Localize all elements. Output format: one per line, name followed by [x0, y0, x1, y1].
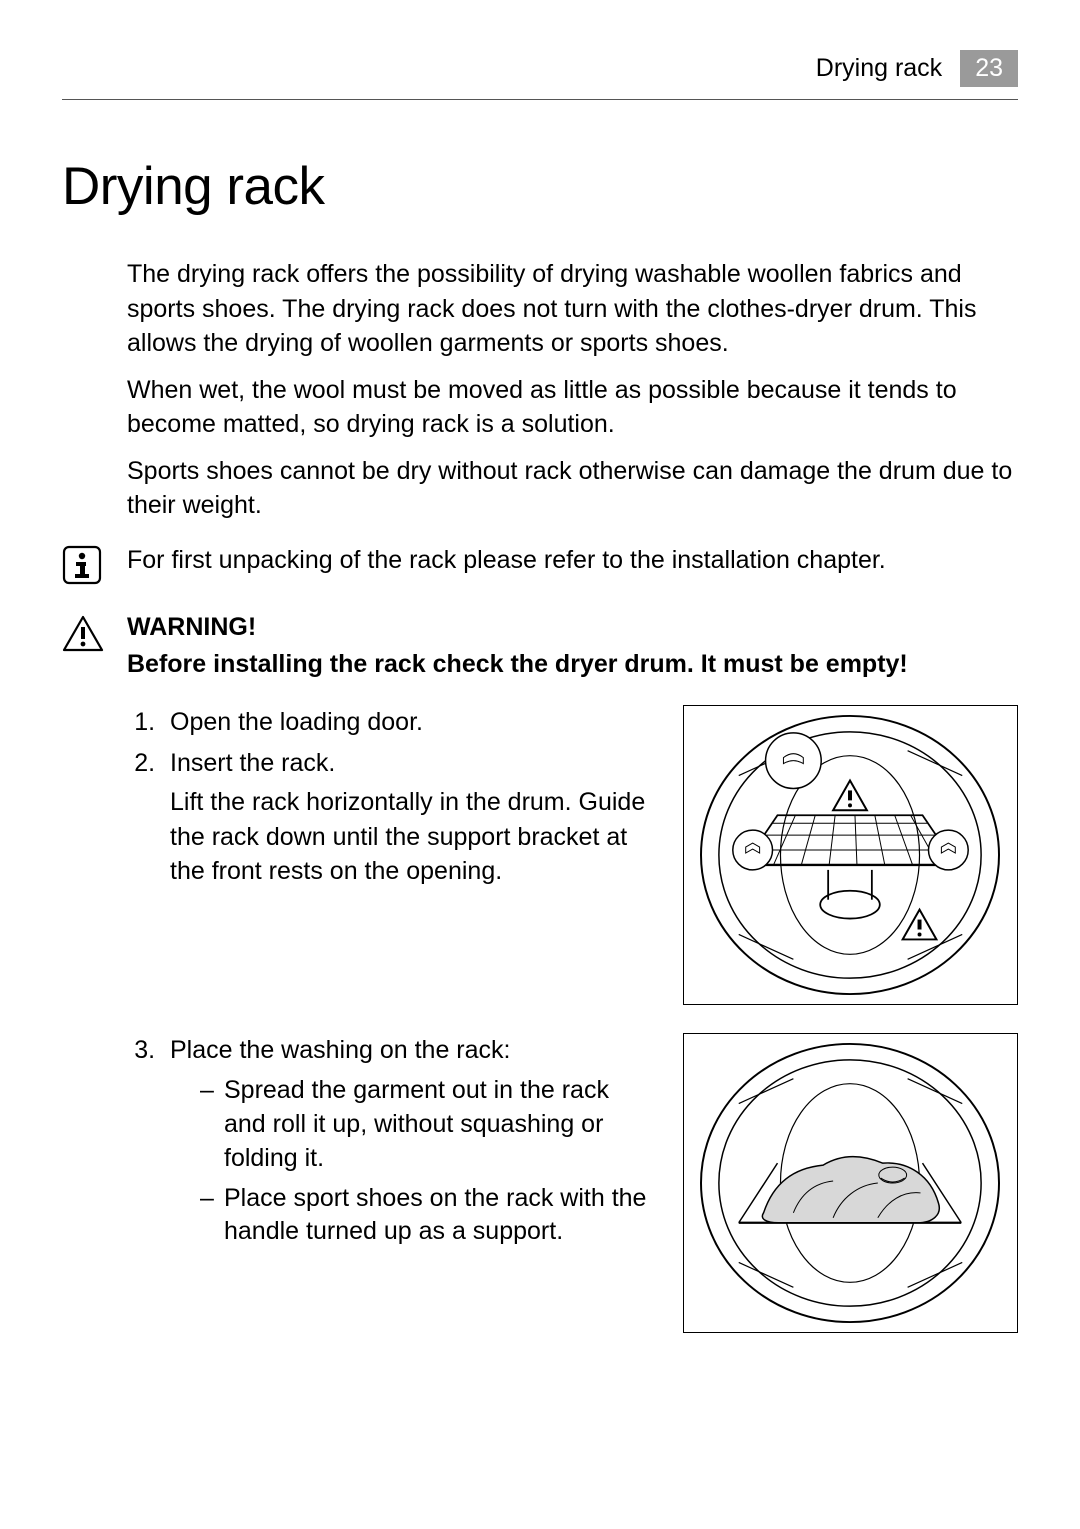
intro-para-2: When wet, the wool must be moved as litt… — [127, 373, 1018, 442]
info-note-row: For first unpacking of the rack please r… — [62, 543, 1018, 585]
page-title: Drying rack — [62, 156, 1018, 217]
warning-icon — [62, 613, 127, 653]
info-icon — [62, 543, 127, 585]
step-3: Place the washing on the rack: Spread th… — [162, 1033, 649, 1249]
steps-list: Open the loading door. Insert the rack. … — [62, 705, 649, 889]
step-2: Insert the rack. Lift the rack horizonta… — [162, 746, 649, 889]
warning-subtext: Before installing the rack check the dry… — [127, 648, 1018, 682]
intro-para-3: Sports shoes cannot be dry without rack … — [127, 454, 1018, 523]
intro-para-1: The drying rack offers the possibility o… — [127, 257, 1018, 361]
step-3a: Spread the garment out in the rack and r… — [200, 1074, 649, 1175]
step-2-body: Lift the rack horizontally in the drum. … — [170, 785, 649, 889]
page-header: Drying rack 23 — [62, 50, 1018, 100]
step-3b: Place sport shoes on the rack with the h… — [200, 1182, 649, 1250]
step-3-sublist: Spread the garment out in the rack and r… — [170, 1074, 649, 1249]
intro-block: The drying rack offers the possibility o… — [127, 257, 1018, 523]
figure-garment-on-rack — [683, 1033, 1018, 1333]
info-note-text: For first unpacking of the rack please r… — [127, 543, 1018, 578]
header-section-label: Drying rack — [816, 54, 942, 83]
figure-rack-insert — [683, 705, 1018, 1005]
warning-row: WARNING! Before installing the rack chec… — [62, 613, 1018, 700]
warning-heading: WARNING! — [127, 613, 1018, 642]
page-number-badge: 23 — [960, 50, 1018, 87]
manual-page: Drying rack 23 Drying rack The drying ra… — [0, 0, 1080, 1529]
steps-block-1: Open the loading door. Insert the rack. … — [62, 705, 1018, 1005]
steps-list-cont: Place the washing on the rack: Spread th… — [62, 1033, 649, 1249]
step-1: Open the loading door. — [162, 705, 649, 740]
steps-block-2: Place the washing on the rack: Spread th… — [62, 1033, 1018, 1333]
